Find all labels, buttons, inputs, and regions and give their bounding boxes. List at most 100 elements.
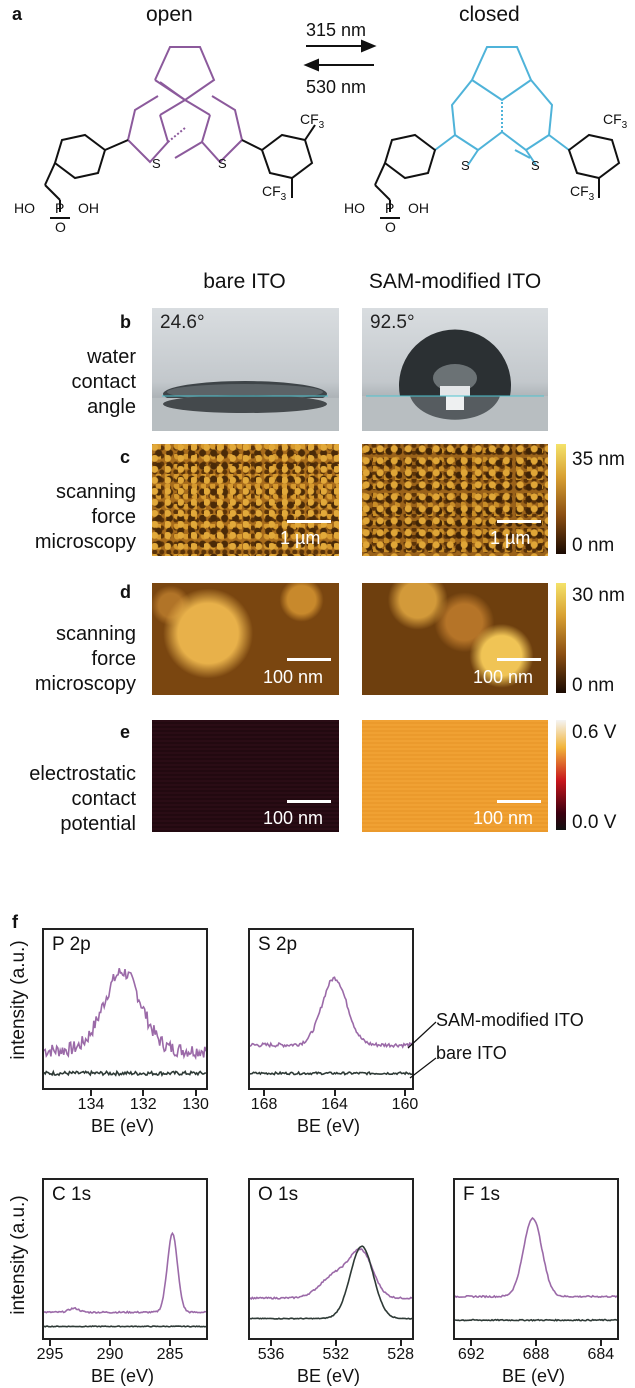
x-tick-label: 160 <box>391 1096 419 1113</box>
x-tick-label: 536 <box>257 1346 285 1363</box>
ylabel-row2-text: intensity (a.u.) <box>8 1195 29 1315</box>
open-ho: HO <box>14 200 35 216</box>
x-tick-label: 528 <box>387 1346 415 1363</box>
x-tick <box>169 1340 171 1346</box>
x-tick-label: 688 <box>522 1346 550 1363</box>
bare-trace <box>455 1318 617 1322</box>
x-tick <box>194 1090 197 1096</box>
x-tick <box>49 1340 51 1346</box>
colorbar-d <box>556 583 566 693</box>
panel-e-label-line: potential <box>60 813 136 835</box>
contact-angle-bare-value: 24.6° <box>160 312 205 333</box>
x-tick <box>333 1090 336 1096</box>
scale-bar <box>497 800 541 803</box>
panel-e-label: electrostatic contact potential <box>0 762 136 837</box>
open-o: O <box>55 219 66 235</box>
x-tick-label: 692 <box>457 1346 485 1363</box>
x-tick <box>535 1340 537 1346</box>
panel-c-letter: c <box>120 447 131 467</box>
closed-o: O <box>385 219 396 235</box>
x-tick <box>399 1340 402 1346</box>
panel-d-label-line: microscopy <box>34 673 136 695</box>
colorbar-c <box>556 444 566 554</box>
closed-cf3-top-sub: 3 <box>622 120 628 131</box>
open-cf3-top-sub: 3 <box>319 120 325 131</box>
svg-text:CF3: CF3 <box>300 111 325 131</box>
x-tick <box>142 1090 145 1096</box>
x-tick-label: 130 <box>182 1096 209 1113</box>
x-tick <box>599 1340 602 1346</box>
ylabel-row1-text: intensity (a.u.) <box>8 940 29 1060</box>
scale-bar <box>287 800 331 803</box>
svg-text:CF3: CF3 <box>603 111 628 131</box>
panel-b-letter: b <box>120 312 131 332</box>
x-tick <box>109 1340 111 1346</box>
scale-label: 100 nm <box>263 667 324 687</box>
closed-cf3-bottom-sub: 3 <box>589 192 595 203</box>
xps-plot-p2p: P 2p <box>42 928 208 1090</box>
x-tick-label: 134 <box>77 1096 105 1113</box>
back-wavelength: 530 nm <box>306 77 367 97</box>
forward-wavelength: 315 nm <box>306 20 367 40</box>
closed-cf3-bottom: CF <box>570 183 589 199</box>
x-axis-label: BE (eV) <box>91 1116 155 1136</box>
x-tick-label: 684 <box>587 1346 615 1363</box>
sfm-bare-1um-image: 1 µm <box>152 444 339 556</box>
colorbar-e <box>556 720 566 830</box>
x-axis-label: BE (eV) <box>297 1116 361 1136</box>
contact-angle-sam-image: 92.5° <box>362 308 548 431</box>
legend-bare: bare ITO <box>436 1043 507 1063</box>
x-tick <box>90 1090 93 1096</box>
colorbar-d-bottom: 0 nm <box>572 675 615 696</box>
xps-trace-area <box>250 976 412 1076</box>
open-cf3-bottom-sub: 3 <box>281 192 287 203</box>
open-p: P <box>55 200 64 216</box>
scale-label: 1 µm <box>280 528 321 548</box>
closed-ho: HO <box>344 200 365 216</box>
x-axis-label: BE (eV) <box>502 1366 566 1386</box>
x-tick-label: 532 <box>322 1346 350 1363</box>
colorbar-c-top: 35 nm <box>572 449 625 470</box>
forward-arrow <box>306 39 377 53</box>
contact-angle-bare-image: 24.6° <box>152 308 339 431</box>
closed-oh: OH <box>408 200 429 216</box>
sam-trace <box>455 1216 617 1299</box>
x-tick-label: 285 <box>156 1346 184 1363</box>
open-s-left: S <box>152 156 161 171</box>
x-tick-label: 290 <box>96 1346 124 1363</box>
back-arrow <box>303 58 374 72</box>
bare-trace <box>250 1070 412 1076</box>
sam-trace <box>250 1247 412 1301</box>
svg-text:CF3: CF3 <box>570 183 595 203</box>
xps-title: O 1s <box>258 1184 299 1205</box>
x-axis-label: BE (eV) <box>297 1366 361 1386</box>
panel-e-letter: e <box>120 722 131 742</box>
ylabel-row1: intensity (a.u.) <box>4 940 34 1059</box>
scale-label: 100 nm <box>473 808 534 828</box>
colorbar-e-bottom: 0.0 V <box>572 812 617 833</box>
xps-trace-area <box>44 968 206 1077</box>
closed-s-left: S <box>461 158 470 173</box>
x-tick-label: 295 <box>36 1346 64 1363</box>
bare-trace <box>44 1325 206 1328</box>
kpfm-bare-image: 100 nm <box>152 720 339 832</box>
panel-f-letter: f <box>12 912 18 932</box>
open-cf3-bottom: CF <box>262 183 281 199</box>
sfm-sam-100nm-image: 100 nm <box>362 583 548 695</box>
open-s-right: S <box>218 156 227 171</box>
panel-d-label-line: force <box>91 648 136 670</box>
panel-e-label-line: contact <box>71 788 136 810</box>
column-sam-ito: SAM-modified ITO <box>368 270 542 293</box>
colorbar-d-top: 30 nm <box>572 585 625 606</box>
xps-plot-o1s: O 1s <box>248 1178 414 1340</box>
x-tick <box>270 1340 273 1346</box>
scale-bar <box>287 658 331 661</box>
ylabel-row2: intensity (a.u.) <box>4 1195 34 1314</box>
x-axis-label: BE (eV) <box>91 1366 155 1386</box>
panel-d-letter: d <box>120 582 131 602</box>
open-cf3-top: CF <box>300 111 319 127</box>
colorbar-c-bottom: 0 nm <box>572 535 615 556</box>
x-tick <box>263 1090 266 1096</box>
panel-c-label-line: scanning <box>55 481 136 503</box>
panel-d-label: scanning force microscopy <box>0 622 136 697</box>
